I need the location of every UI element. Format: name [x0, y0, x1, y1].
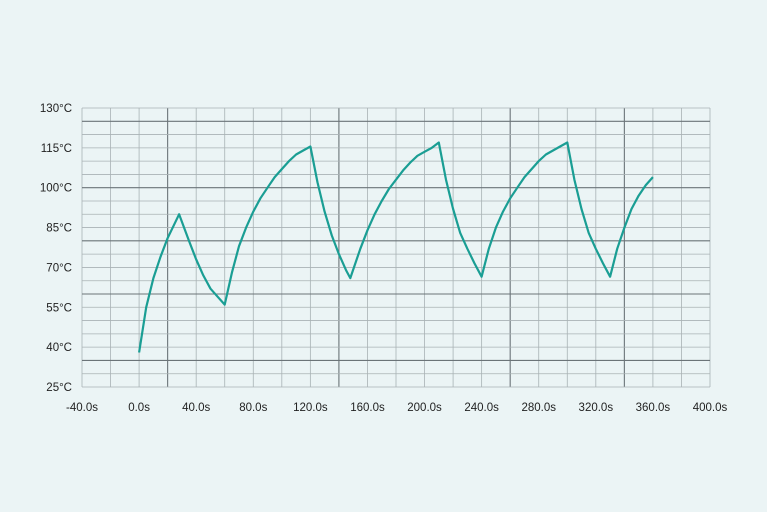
grid — [81, 107, 711, 388]
x-tick-label: 120.0s — [293, 402, 328, 414]
x-tick-label: 240.0s — [464, 402, 499, 414]
y-axis: 25°C 40°C 55°C 70°C 85°C 100°C 115°C 130°C — [40, 103, 72, 394]
y-tick-label: 25°C — [46, 382, 72, 394]
x-tick-label: 40.0s — [182, 402, 210, 414]
x-tick-label: 280.0s — [521, 402, 556, 414]
y-tick-label: 70°C — [46, 262, 72, 274]
x-tick-label: 160.0s — [350, 402, 385, 414]
y-tick-label: 115°C — [41, 143, 72, 155]
x-tick-label: -40.0s — [66, 402, 98, 414]
x-axis: -40.0s 0.0s 40.0s 80.0s 120.0s 160.0s 200.0s 24… — [66, 402, 727, 414]
x-tick-label: 200.0s — [407, 402, 442, 414]
x-tick-label: 80.0s — [239, 402, 267, 414]
y-tick-label: 55°C — [46, 302, 72, 314]
y-tick-label: 40°C — [46, 342, 72, 354]
temperature-series-line — [138, 141, 654, 353]
x-tick-label: 400.0s — [693, 402, 728, 414]
y-tick-label: 100°C — [40, 183, 72, 195]
x-tick-label: 320.0s — [579, 402, 614, 414]
y-tick-label: 85°C — [46, 223, 72, 235]
x-tick-label: 360.0s — [636, 402, 671, 414]
y-tick-label: 130°C — [40, 103, 72, 115]
x-tick-label: 0.0s — [128, 402, 150, 414]
